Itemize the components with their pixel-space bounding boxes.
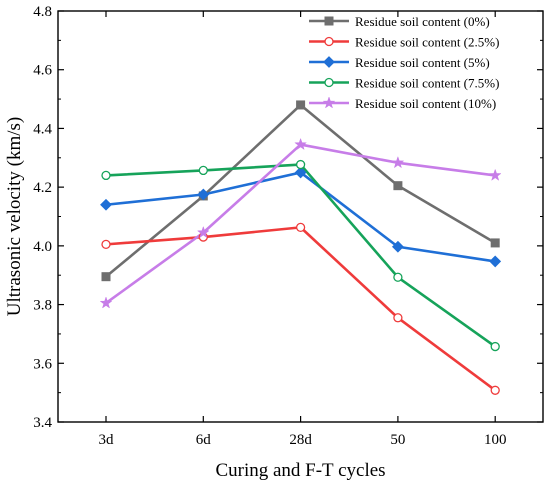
data-point-series-0 (490, 238, 500, 248)
data-point-series-4 (196, 225, 210, 239)
y-tick-label: 4.8 (33, 4, 52, 20)
legend-marker-2 (323, 56, 335, 68)
legend-marker-1 (324, 36, 334, 47)
axes (57, 10, 544, 423)
data-point-series-4 (294, 137, 308, 151)
data-point-series-1 (101, 239, 111, 250)
legend-label-0: Residue soil content (0%) (355, 14, 490, 29)
data-point-series-0 (101, 272, 111, 282)
series-markers (99, 100, 502, 395)
x-axis-label: Curing and F-T cycles (215, 460, 385, 481)
data-point-series-4 (99, 296, 113, 309)
data-point-series-2 (100, 198, 112, 211)
legend-marker-3 (324, 77, 334, 88)
data-point-series-1 (295, 222, 306, 233)
data-point-series-3 (393, 272, 403, 282)
data-point-series-1 (490, 385, 500, 395)
data-point-series-3 (490, 341, 500, 352)
legend: Residue soil content (0%) Residue soil co… (309, 14, 499, 111)
x-tick-label: 50 (390, 432, 405, 448)
x-tick-label: 6d (196, 432, 212, 448)
data-point-series-0 (296, 100, 306, 110)
legend-marker-4 (322, 96, 336, 109)
data-point-series-2 (197, 188, 210, 201)
series-line-3 (105, 163, 496, 348)
tick-labels: 3.4 3.6 3.8 4.0 4.2 4.4 4.6 4.8 3d 6d 28d 50 100 (33, 4, 506, 448)
legend-label-3: Residue soil content (7.5%) (355, 76, 499, 91)
data-point-series-0 (393, 181, 403, 191)
legend-label-1: Residue soil content (2.5%) (355, 35, 499, 50)
data-point-series-4 (488, 168, 502, 181)
data-point-series-2 (391, 240, 404, 253)
series-line-0 (105, 103, 496, 278)
y-tick-label: 3.8 (33, 298, 52, 314)
data-point-series-2 (294, 166, 307, 179)
data-point-series-3 (295, 159, 306, 170)
y-tick-label: 3.4 (33, 415, 52, 431)
y-tick-label: 4.4 (33, 121, 52, 137)
series-lines (105, 103, 496, 392)
legend-label-4: Residue soil content (10%) (355, 96, 496, 111)
data-point-series-4 (391, 156, 405, 169)
data-point-series-3 (198, 165, 208, 176)
series-line-2 (105, 171, 496, 263)
y-tick-label: 4.6 (33, 63, 52, 79)
x-tick-label: 100 (484, 432, 507, 448)
data-point-series-2 (489, 255, 502, 268)
data-point-series-3 (101, 170, 111, 181)
legend-label-2: Residue soil content (5%) (355, 55, 490, 70)
plot-frame (57, 10, 544, 423)
x-tick-label: 28d (289, 432, 312, 448)
y-tick-label: 3.6 (33, 356, 52, 372)
y-axis-label: Ultrasonic velocity (km/s) (4, 117, 25, 316)
x-tick-label: 3d (99, 432, 115, 448)
y-tick-label: 4.0 (33, 239, 52, 255)
y-tick-label: 4.2 (33, 180, 52, 196)
legend-marker-0 (324, 16, 334, 26)
data-point-series-1 (393, 313, 403, 323)
